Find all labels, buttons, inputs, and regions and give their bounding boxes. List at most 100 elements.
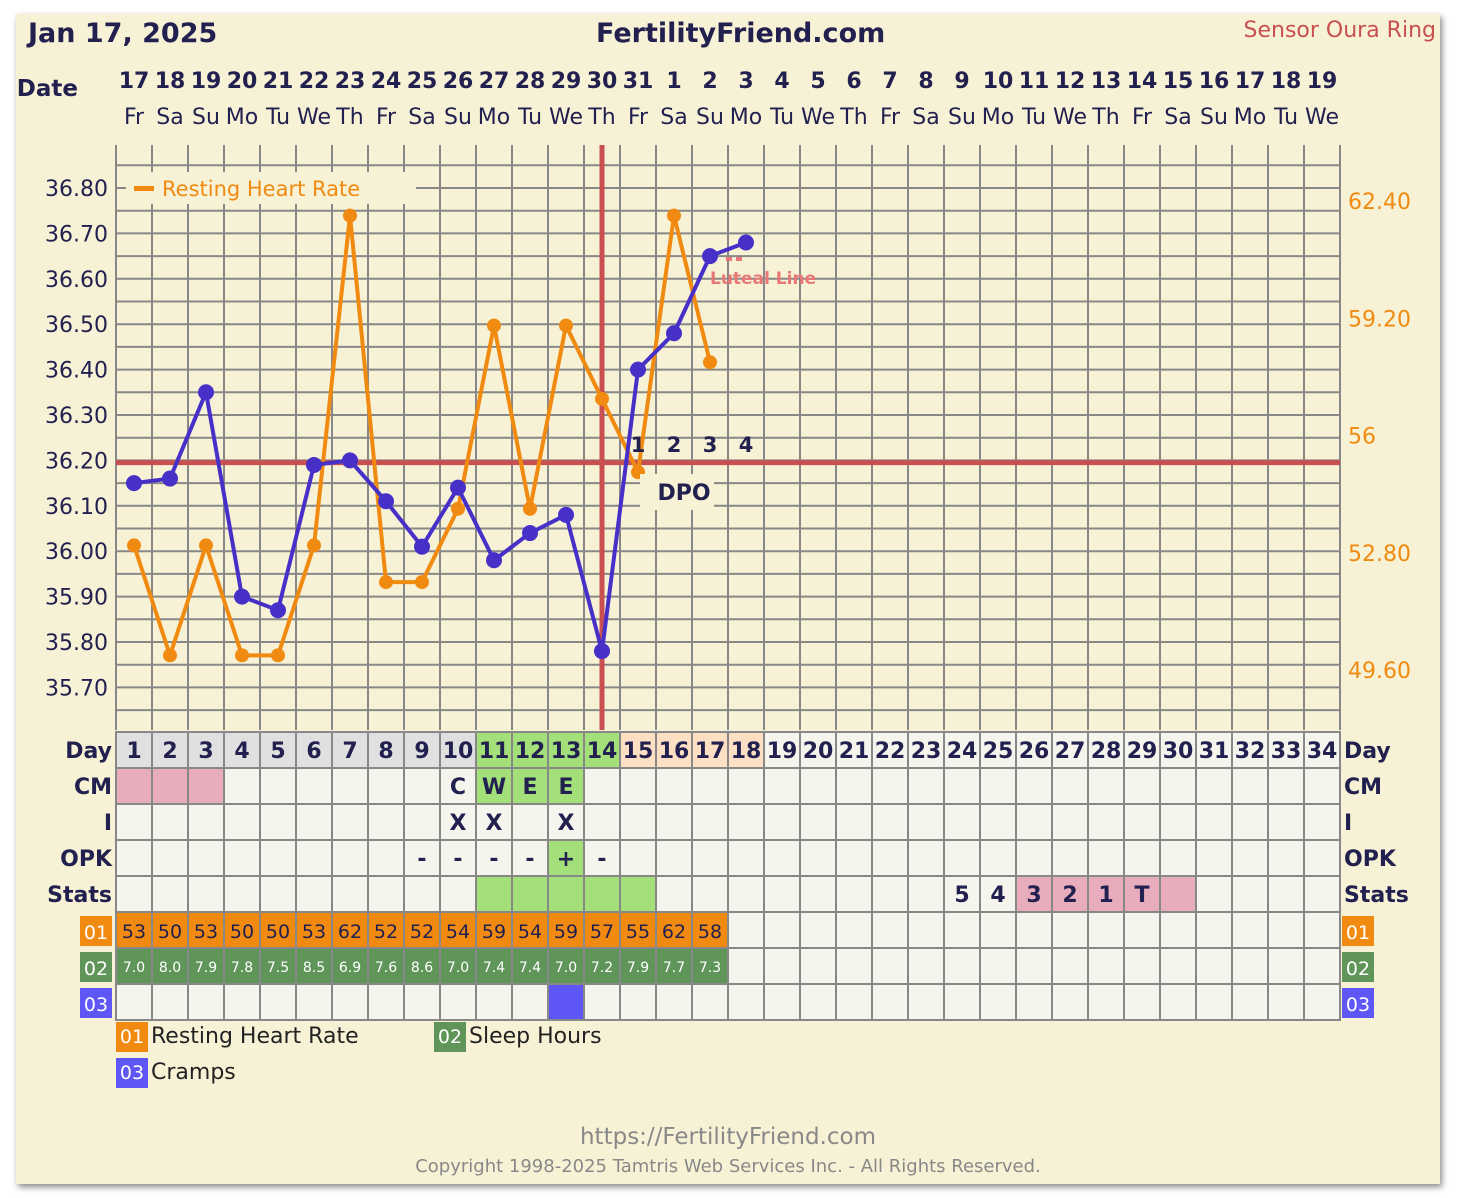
table-cell-stats xyxy=(691,875,729,913)
table-cell-cm xyxy=(799,767,837,805)
table-cell-opk xyxy=(691,839,729,877)
cell-text-opk: - xyxy=(597,847,606,872)
table-cell-r3 xyxy=(835,983,873,1021)
cell-text-stats: T xyxy=(1134,883,1149,908)
weekday: Su xyxy=(1200,105,1228,130)
row-label-opk: OPK xyxy=(60,847,113,872)
cell-text-r2: 7.0 xyxy=(123,960,145,976)
table-cell-cm xyxy=(583,767,621,805)
table-cell-r2 xyxy=(943,947,981,985)
date-number: 10 xyxy=(983,69,1014,94)
table-cell-i xyxy=(583,803,621,841)
date-number: 25 xyxy=(407,69,438,94)
cell-text-r2: 8.6 xyxy=(411,960,433,976)
weekday: Sa xyxy=(912,105,939,130)
temperature-point xyxy=(306,456,322,473)
table-cell-cm xyxy=(1267,767,1305,805)
table-cell-r2 xyxy=(1051,947,1089,985)
weekday: Mo xyxy=(226,105,258,130)
table-cell-stats xyxy=(907,875,945,913)
date-number: 17 xyxy=(119,69,150,94)
table-cell-stats xyxy=(1015,875,1053,913)
rhr-legend-label: Resting Heart Rate xyxy=(162,177,360,201)
table-cell-cm xyxy=(367,767,405,805)
table-cell-r1 xyxy=(1159,911,1197,949)
table-cell-cm xyxy=(259,767,297,805)
legend-label: Resting Heart Rate xyxy=(151,1024,359,1049)
table-cell-i xyxy=(835,803,873,841)
table-cell-opk xyxy=(1267,839,1305,877)
table-cell-day xyxy=(511,731,549,769)
cell-text-r1: 59 xyxy=(554,921,578,943)
table-cell-r2 xyxy=(1267,947,1305,985)
table-cell-cm xyxy=(691,767,729,805)
date-number: 3 xyxy=(738,69,753,94)
table-cell-r3 xyxy=(1195,983,1233,1021)
table-cell-i xyxy=(475,803,513,841)
row-label-day: Day xyxy=(1344,739,1391,764)
cell-text-r2: 7.0 xyxy=(447,960,469,976)
left-tick: 36.40 xyxy=(45,359,108,384)
left-tick: 36.70 xyxy=(45,222,108,247)
table-cell-cm xyxy=(403,767,441,805)
date-number: 27 xyxy=(479,69,510,94)
table-cell-r3 xyxy=(763,983,801,1021)
table-cell-i xyxy=(691,803,729,841)
cell-text-r2: 7.4 xyxy=(519,960,541,976)
date-number: 30 xyxy=(587,69,618,94)
table-cell-stats xyxy=(151,875,189,913)
table-cell-stats xyxy=(583,875,621,913)
cell-text-day: 30 xyxy=(1163,739,1194,764)
table-cell-r1 xyxy=(835,911,873,949)
legend-label: Cramps xyxy=(151,1060,236,1085)
table-cell-r2 xyxy=(1123,947,1161,985)
site-title[interactable]: FertilityFriend.com xyxy=(596,18,886,49)
table-cell-stats xyxy=(295,875,333,913)
table-cell-day xyxy=(187,731,225,769)
table-cell-r3 xyxy=(1051,983,1089,1021)
table-cell-r1 xyxy=(907,911,945,949)
table-cell-opk xyxy=(619,839,657,877)
left-tick: 36.10 xyxy=(45,495,108,520)
table-cell-r3 xyxy=(295,983,333,1021)
cell-text-i: X xyxy=(450,811,467,836)
table-cell-r3 xyxy=(907,983,945,1021)
temperature-point xyxy=(558,506,574,523)
table-cell-r3 xyxy=(439,983,477,1021)
weekday: Th xyxy=(587,105,615,130)
temperature-point xyxy=(198,384,214,401)
table-cell-r3 xyxy=(223,983,261,1021)
table-cell-cm xyxy=(511,767,549,805)
table-cell-r3 xyxy=(979,983,1017,1021)
table-cell-i xyxy=(1231,803,1269,841)
row-label-day: Day xyxy=(65,739,112,764)
table-cell-cm xyxy=(943,767,981,805)
table-cell-stats xyxy=(475,875,513,913)
table-cell-r2 xyxy=(1231,947,1269,985)
table-cell-opk xyxy=(187,839,225,877)
table-cell-cm xyxy=(223,767,261,805)
left-tick: 36.50 xyxy=(45,313,108,338)
dpo-number: 4 xyxy=(739,433,754,457)
table-cell-cm xyxy=(295,767,333,805)
cell-text-day: 16 xyxy=(659,739,690,764)
table-cell-opk xyxy=(295,839,333,877)
cell-text-r1: 59 xyxy=(482,921,506,943)
cell-text-opk: - xyxy=(453,847,462,872)
cell-text-day: 34 xyxy=(1307,739,1338,764)
temperature-point xyxy=(162,470,178,487)
table-cell-i xyxy=(259,803,297,841)
footer-url[interactable]: https://FertilityFriend.com xyxy=(579,1124,876,1150)
table-cell-r1 xyxy=(187,911,225,949)
table-cell-opk xyxy=(907,839,945,877)
table-cell-opk xyxy=(943,839,981,877)
cell-text-r2: 8.5 xyxy=(303,960,325,976)
cell-text-r1: 58 xyxy=(698,921,722,943)
table-cell-opk xyxy=(799,839,837,877)
table-cell-stats xyxy=(727,875,765,913)
table-cell-i xyxy=(367,803,405,841)
date-number: 1 xyxy=(666,69,681,94)
cell-text-day: 24 xyxy=(947,739,978,764)
cell-text-day: 10 xyxy=(443,739,474,764)
table-cell-r3 xyxy=(403,983,441,1021)
